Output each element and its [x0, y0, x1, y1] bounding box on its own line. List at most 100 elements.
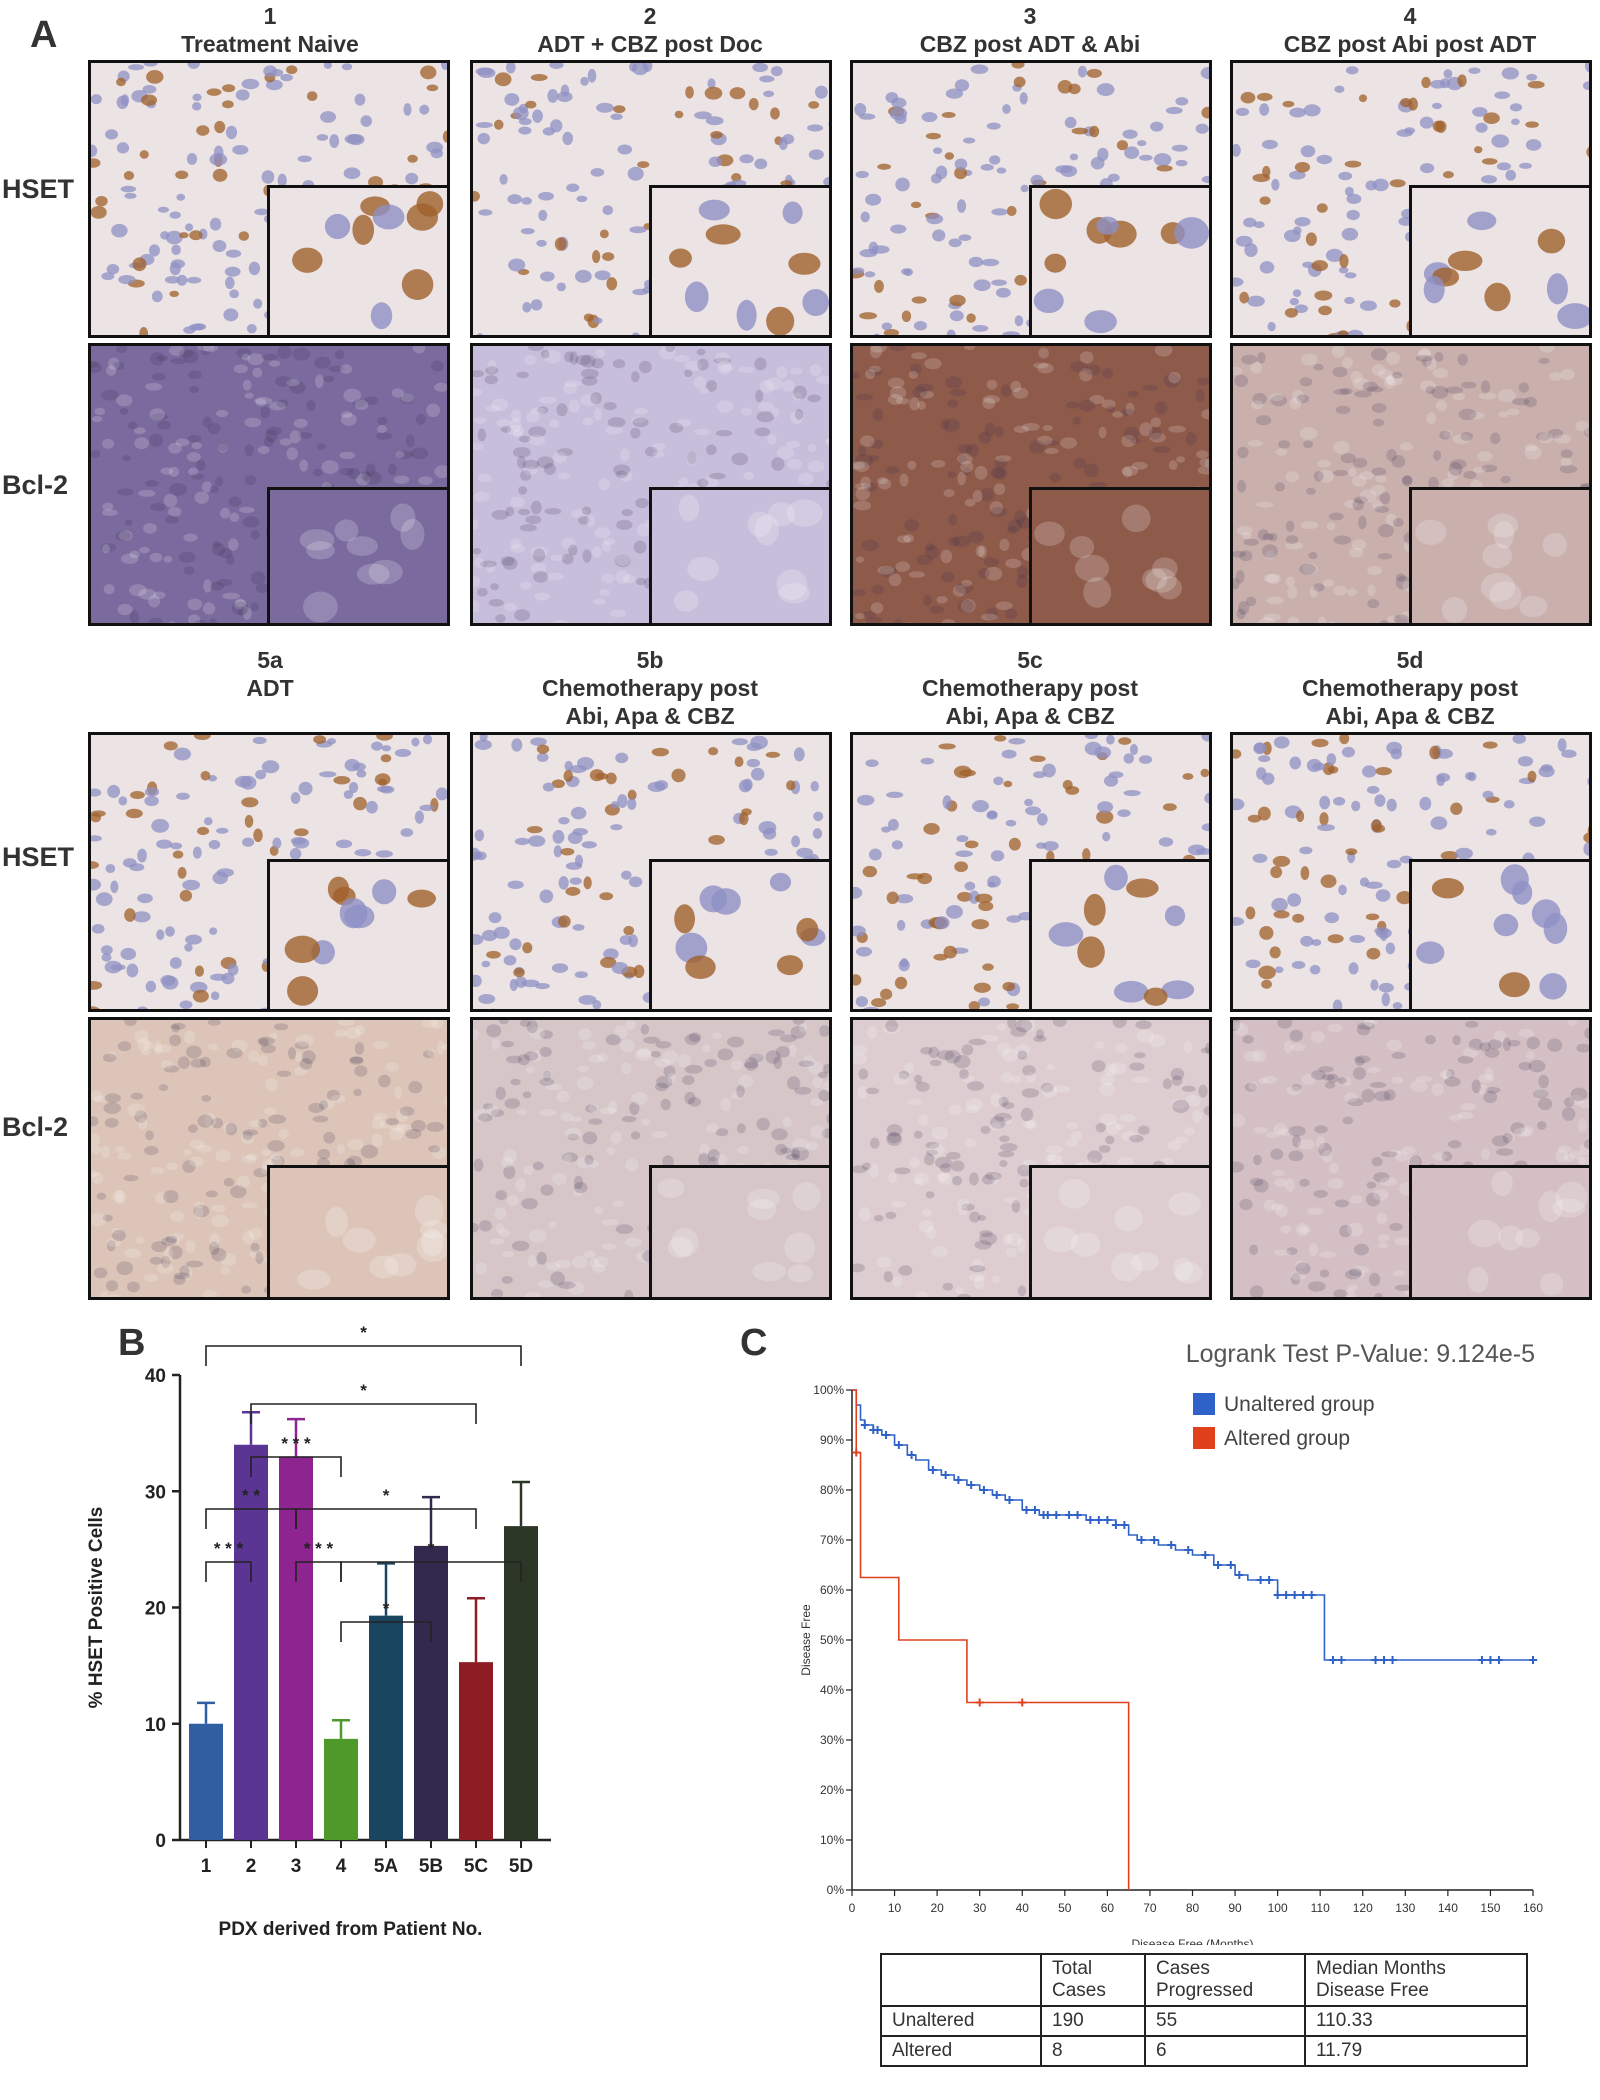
micrograph-inset: [1029, 859, 1209, 1009]
column-title-3: 3 CBZ post ADT & Abi: [850, 2, 1210, 58]
logrank-title: Logrank Test P-Value: 9.124e-5: [1186, 1340, 1535, 1368]
censor-mark: [1022, 1506, 1031, 1514]
micrograph-inset: [1029, 487, 1209, 623]
y-axis-label: % HSET Positive Cells: [86, 1507, 107, 1709]
micrograph-inset: [1409, 859, 1589, 1009]
micrograph-inset: [267, 1165, 447, 1297]
kaplan-meier-chart: 0% 10% 20% 30% 40% 50% 60% 70% 80% 90% 100% 0 10 20 30…: [799, 1340, 1543, 1945]
table-cell: 190: [1040, 2005, 1146, 2037]
micrograph-inset: [1029, 185, 1209, 335]
significance-bracket: [250, 1456, 342, 1477]
micrograph-inset: [267, 487, 447, 623]
legend-label: Unaltered group: [1224, 1393, 1375, 1416]
x-tick-label: 3: [291, 1856, 302, 1877]
column-title-5d: 5d Chemotherapy post Abi, Apa & CBZ: [1230, 646, 1590, 730]
censor-mark: [1167, 1541, 1176, 1549]
significance-label: *: [360, 1323, 367, 1342]
censor-mark: [979, 1486, 988, 1494]
table-row: Unaltered 190 55 110.33: [880, 2005, 1528, 2037]
column-title-5a: 5a ADT: [90, 646, 450, 702]
censor-mark: [907, 1451, 916, 1459]
significance-label: * * *: [304, 1539, 334, 1558]
column-title-1: 1 Treatment Naive: [90, 2, 450, 58]
x-tick-label: 140: [1438, 1901, 1458, 1915]
censor-mark: [1184, 1546, 1193, 1554]
x-tick-label: 5C: [464, 1856, 489, 1877]
censor-mark: [1086, 1516, 1095, 1524]
censor-mark: [928, 1466, 937, 1474]
censor-mark: [1120, 1521, 1129, 1529]
censor-mark: [1226, 1561, 1235, 1569]
y-tick-label: 20: [145, 1599, 166, 1620]
micrograph-hset-5a: [88, 732, 450, 1012]
x-tick-label: 50: [1058, 1901, 1072, 1915]
micrograph-inset: [267, 185, 447, 335]
significance-label: *: [383, 1599, 390, 1618]
censor-mark: [1273, 1591, 1282, 1599]
km-curve-unaltered: [852, 1389, 1538, 1661]
table-cell: Total Cases: [1040, 1953, 1146, 2007]
table-cell: 110.33: [1304, 2005, 1528, 2037]
column-title-2: 2 ADT + CBZ post Doc: [470, 2, 830, 58]
significance-label: * * *: [281, 1434, 311, 1453]
column-number: 2: [643, 3, 657, 29]
censor-mark: [873, 1426, 882, 1434]
censor-mark: [852, 1448, 861, 1457]
y-tick-label: 30: [145, 1482, 166, 1503]
bar-5C: [459, 1662, 493, 1840]
x-tick-label: 5B: [419, 1856, 443, 1877]
column-treatment: Chemotherapy post: [542, 675, 758, 701]
x-tick-label: 10: [888, 1901, 902, 1915]
censor-mark: [1043, 1511, 1052, 1519]
micrograph-inset: [649, 185, 829, 335]
x-tick-label: 5D: [509, 1856, 533, 1877]
column-treatment: CBZ post Abi post ADT: [1283, 31, 1537, 57]
x-tick-label: 150: [1480, 1901, 1500, 1915]
km-summary-table: Total Cases Cases Progressed Median Mont…: [880, 1953, 1528, 2067]
censor-mark: [1388, 1656, 1397, 1664]
y-tick-label: 100%: [813, 1383, 844, 1397]
micrograph-bcl2-2: [470, 343, 832, 626]
column-number: 5a: [257, 647, 283, 673]
row-label-bcl2-bottom: Bcl-2: [2, 1112, 69, 1142]
significance-bracket: [340, 1561, 522, 1582]
y-tick-label: 80%: [820, 1483, 844, 1497]
censor-mark: [1005, 1496, 1014, 1504]
table-cell: Cases Progressed: [1144, 1953, 1306, 2007]
significance-label: * *: [242, 1486, 260, 1505]
censor-mark: [894, 1441, 903, 1449]
significance-label: *: [360, 1381, 367, 1400]
bar-5A: [369, 1615, 403, 1840]
y-axis-label: Disease Free: [799, 1604, 813, 1676]
column-treatment: Chemotherapy post: [1302, 675, 1518, 701]
censor-mark: [1307, 1591, 1316, 1599]
legend-swatch: [1193, 1427, 1215, 1449]
micrograph-hset-2: [470, 60, 832, 338]
row-label-hset-top: HSET: [2, 174, 75, 204]
panel-letter-a: A: [30, 14, 58, 56]
micrograph-inset: [1409, 185, 1589, 335]
y-tick-label: 40: [145, 1366, 166, 1387]
micrograph-bcl2-1: [88, 343, 450, 626]
censor-mark: [1256, 1576, 1265, 1584]
column-number: 1: [263, 3, 277, 29]
column-treatment-line2: Abi, Apa & CBZ: [1325, 703, 1495, 729]
significance-label: * * *: [214, 1539, 244, 1558]
y-tick-label: 30%: [820, 1733, 844, 1747]
censor-mark: [1150, 1536, 1159, 1544]
column-treatment: Treatment Naive: [181, 31, 359, 57]
censor-mark: [967, 1481, 976, 1489]
column-treatment-line2: Abi, Apa & CBZ: [565, 703, 735, 729]
row-label-hset-bottom: HSET: [2, 842, 75, 872]
table-cell: Unaltered: [880, 2005, 1042, 2037]
column-number: 3: [1023, 3, 1037, 29]
y-tick-label: 60%: [820, 1583, 844, 1597]
column-title-5c: 5c Chemotherapy post Abi, Apa & CBZ: [850, 646, 1210, 730]
bar-4: [324, 1738, 358, 1840]
x-tick-label: 130: [1395, 1901, 1415, 1915]
y-tick-label: 10%: [820, 1833, 844, 1847]
legend-label: Altered group: [1224, 1427, 1350, 1450]
micrograph-hset-3: [850, 60, 1212, 338]
micrograph-hset-4: [1230, 60, 1592, 338]
censor-mark: [1235, 1571, 1244, 1579]
